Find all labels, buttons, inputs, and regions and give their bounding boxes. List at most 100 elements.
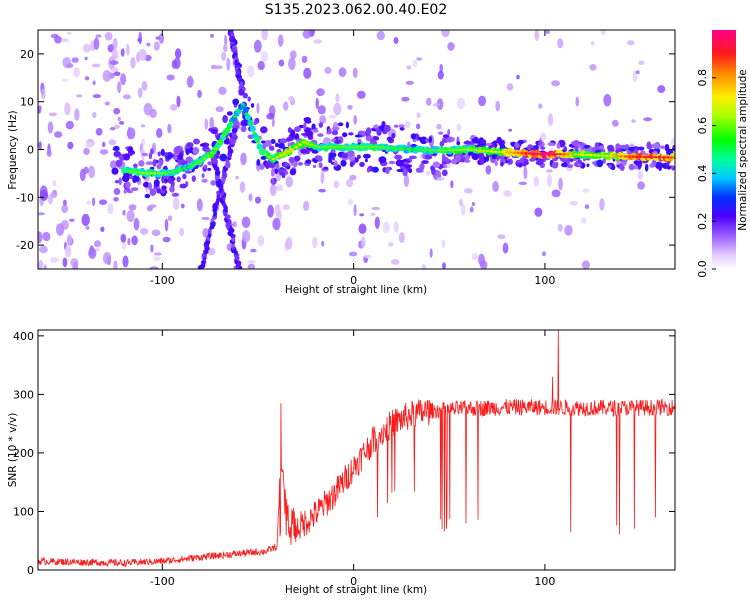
- band-blob: [127, 146, 134, 153]
- ridge-core: [305, 142, 310, 145]
- noise-blob: [346, 178, 353, 188]
- band-blob: [203, 164, 208, 170]
- noise-blob: [153, 41, 160, 51]
- noise-blob: [638, 60, 645, 65]
- noise-blob: [118, 177, 122, 186]
- band-blob: [365, 127, 372, 135]
- noise-blob: [232, 221, 237, 228]
- band-blob: [364, 158, 368, 163]
- ridge-core: [202, 157, 207, 160]
- band-blob: [341, 152, 348, 159]
- ridge-core: [665, 156, 670, 159]
- noise-blob: [503, 190, 512, 197]
- band-blob: [133, 174, 140, 183]
- ridge-core: [501, 151, 505, 154]
- ridge-core: [550, 153, 555, 156]
- ridge-core: [382, 146, 387, 149]
- band-blob: [287, 127, 292, 134]
- noise-blob: [65, 120, 74, 130]
- noise-blob: [126, 210, 135, 222]
- ridge-core: [187, 165, 191, 168]
- band-blob: [314, 155, 322, 161]
- noise-blob: [456, 97, 466, 110]
- noise-blob: [138, 48, 147, 61]
- ridge-core: [325, 145, 329, 149]
- band-blob: [222, 115, 228, 123]
- noise-blob: [349, 174, 357, 181]
- band-blob: [270, 169, 275, 177]
- noise-blob: [122, 94, 131, 100]
- noise-blob: [283, 101, 289, 111]
- band-blob: [331, 126, 340, 131]
- band-blob: [115, 159, 123, 167]
- noise-blob: [285, 237, 293, 250]
- y-tick-label: 100: [13, 505, 34, 518]
- noise-blob: [261, 30, 268, 41]
- ridge-core: [317, 145, 322, 149]
- noise-blob: [403, 174, 410, 188]
- noise-blob: [436, 123, 442, 130]
- band-blob: [207, 161, 214, 166]
- noise-blob: [170, 104, 178, 111]
- ridge-core: [367, 145, 371, 149]
- noise-blob: [321, 240, 325, 247]
- noise-blob: [471, 253, 478, 261]
- band-blob: [366, 167, 370, 173]
- ridge-core: [424, 148, 429, 152]
- ridge-core: [627, 155, 631, 158]
- noise-blob: [84, 56, 88, 61]
- band-blob: [507, 159, 511, 163]
- noise-blob: [278, 59, 285, 67]
- ridge-core: [152, 172, 157, 175]
- band-blob: [269, 145, 275, 151]
- noise-blob: [416, 112, 421, 119]
- noise-blob: [153, 256, 161, 261]
- band-blob: [337, 122, 344, 127]
- noise-blob: [204, 118, 209, 130]
- band-blob: [327, 128, 332, 135]
- band-blob: [283, 162, 290, 167]
- band-blob: [318, 122, 323, 128]
- noise-blob: [107, 203, 114, 215]
- noise-blob: [137, 87, 143, 99]
- noise-blob: [436, 177, 445, 181]
- noise-blob: [348, 251, 358, 257]
- noise-blob: [83, 166, 89, 174]
- noise-blob: [412, 59, 418, 68]
- noise-blob: [38, 105, 42, 112]
- noise-blob: [441, 239, 446, 249]
- band-blob: [623, 159, 628, 163]
- noise-blob: [51, 190, 58, 199]
- noise-blob: [67, 141, 74, 150]
- noise-blob: [393, 37, 399, 44]
- ridge-core: [439, 149, 444, 152]
- band-blob: [331, 130, 339, 136]
- noise-blob: [93, 37, 100, 50]
- band-blob: [317, 133, 324, 137]
- noise-blob: [404, 120, 411, 129]
- ridge-core: [233, 115, 237, 119]
- ridge-core: [485, 149, 490, 153]
- colorbar-tick-label: 0.8: [696, 69, 709, 87]
- band-blob: [373, 124, 380, 129]
- noise-blob: [290, 50, 297, 60]
- band-blob: [153, 179, 160, 187]
- streak-blob: [225, 159, 230, 164]
- spectrogram-y-label: Frequency (Hz): [7, 110, 19, 189]
- band-blob: [479, 157, 485, 165]
- band-blob: [619, 163, 624, 169]
- noise-blob: [260, 50, 269, 62]
- ridge-core: [459, 148, 463, 151]
- noise-blob: [267, 204, 274, 218]
- noise-blob: [312, 236, 318, 249]
- ridge-core: [129, 170, 134, 173]
- ridge-core: [210, 152, 214, 155]
- band-blob: [523, 158, 529, 163]
- ridge-core: [221, 134, 226, 138]
- ridge-core: [650, 155, 654, 159]
- noise-blob: [223, 44, 228, 52]
- band-blob: [318, 162, 323, 169]
- band-blob: [349, 161, 354, 168]
- band-blob: [164, 178, 168, 183]
